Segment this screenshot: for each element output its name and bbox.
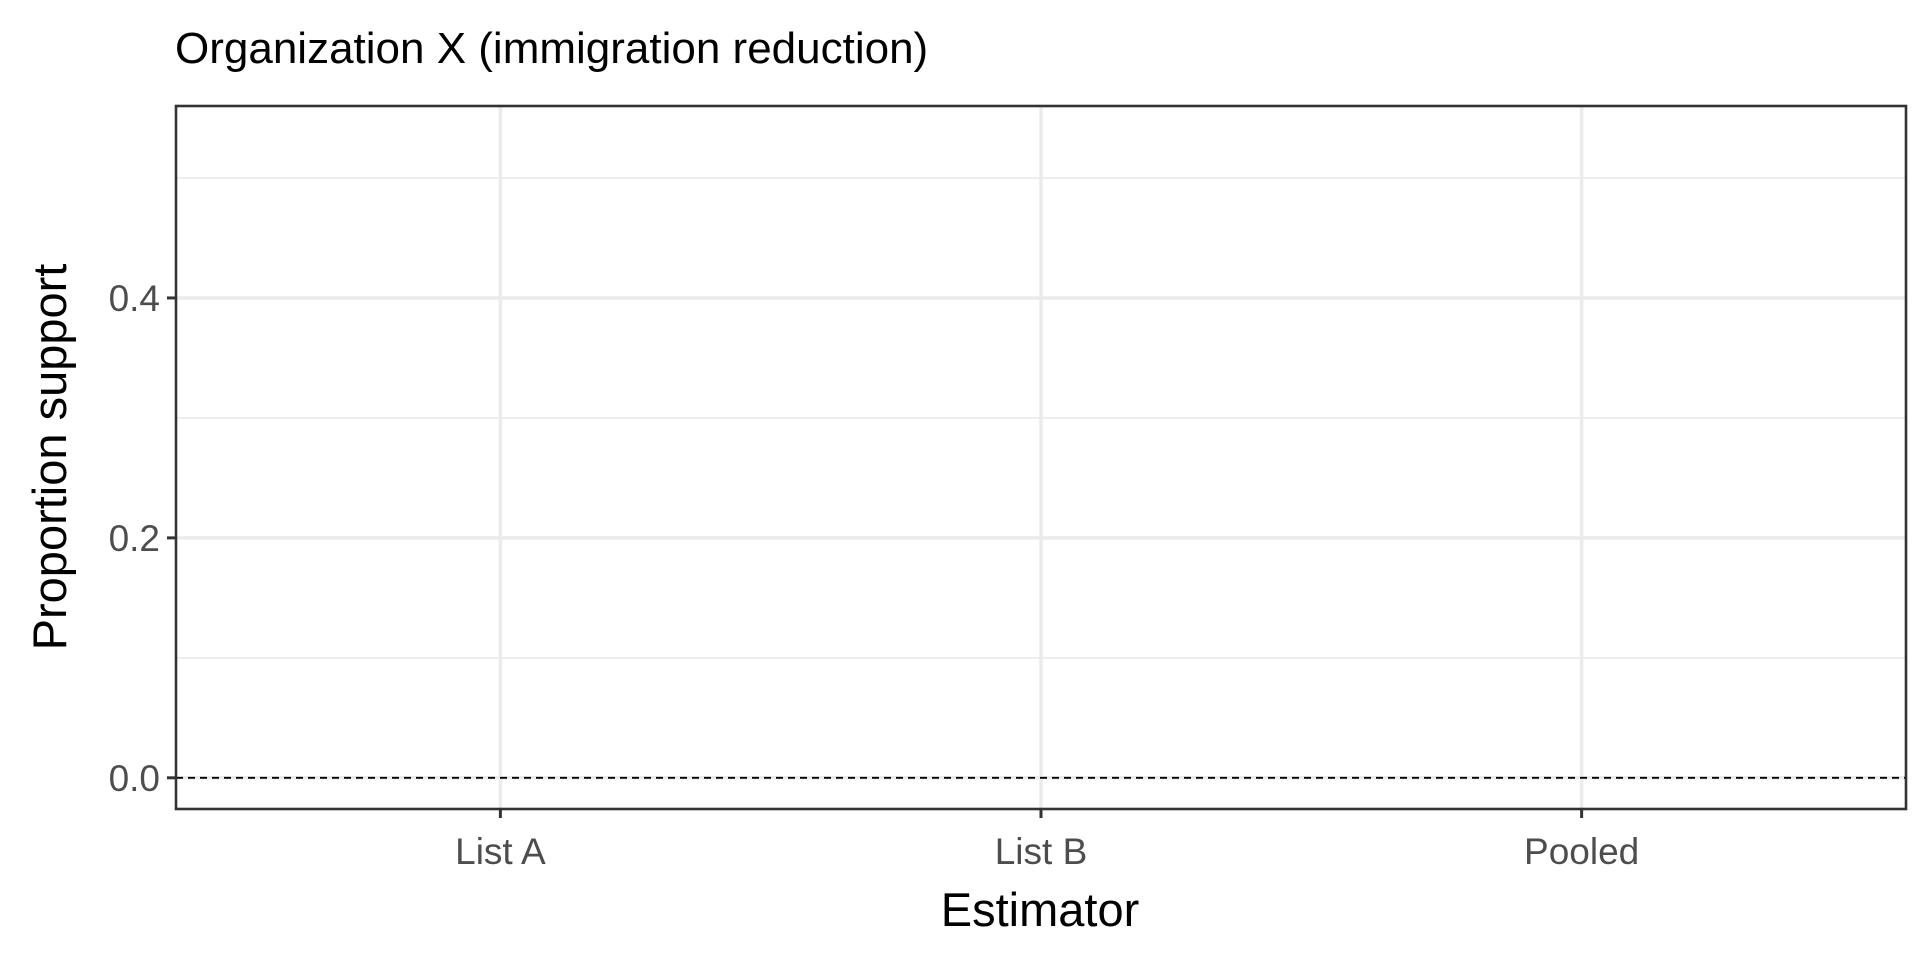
- y-axis: 0.0 0.2 0.4: [109, 278, 176, 799]
- y-tick-label: 0.4: [109, 278, 160, 319]
- x-tick-label: List A: [455, 831, 546, 872]
- y-tick-label: 0.0: [109, 758, 160, 799]
- y-axis-title: Proportion support: [23, 264, 76, 651]
- plot-panel: [174, 104, 1908, 811]
- x-tick-label: Pooled: [1524, 831, 1639, 872]
- x-axis: List A List B Pooled: [455, 809, 1639, 872]
- x-axis-title: Estimator: [941, 883, 1140, 936]
- chart-title: Organization X (immigration reduction): [175, 24, 928, 73]
- x-tick-label: List B: [995, 831, 1088, 872]
- y-tick-label: 0.2: [109, 518, 160, 559]
